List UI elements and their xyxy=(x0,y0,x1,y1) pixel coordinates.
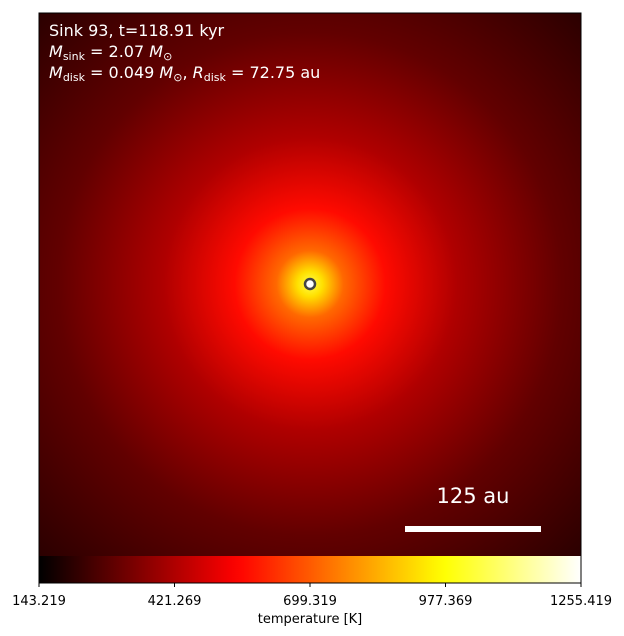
annotation-part: = 72.75 au xyxy=(226,63,320,82)
annotation-part: = 2.07 xyxy=(85,42,149,61)
annotation-part: M xyxy=(49,63,63,82)
annotation-part: ⊙ xyxy=(173,71,182,84)
scale-bar-label: 125 au xyxy=(437,484,510,508)
annotation-part: Sink 93, t=118.91 kyr xyxy=(49,21,225,40)
annotation-part: R xyxy=(193,63,204,82)
annotation-part: sink xyxy=(63,50,86,63)
annotation-part: ⊙ xyxy=(163,50,172,63)
tick-label: 421.269 xyxy=(148,594,202,609)
tick-label: 977.369 xyxy=(419,594,473,609)
colorbar-label: temperature [K] xyxy=(258,612,363,627)
annotation-part: M xyxy=(159,63,173,82)
annotation: Sink 93, t=118.91 kyr xyxy=(49,21,225,40)
annotation-part: M xyxy=(49,42,63,61)
annotation-part: disk xyxy=(63,71,86,84)
annotation: Mdisk = 0.049 M⊙, Rdisk = 72.75 au xyxy=(49,63,320,84)
tick-label: 699.319 xyxy=(283,594,337,609)
sink-marker xyxy=(303,277,317,291)
tick-label: 143.219 xyxy=(12,594,66,609)
colorbar xyxy=(39,556,581,583)
annotation-part: M xyxy=(149,42,163,61)
annotation-part: , xyxy=(182,63,192,82)
annotation-part: = 0.049 xyxy=(85,63,159,82)
tick-label: 1255.419 xyxy=(550,594,612,609)
annotation-part: disk xyxy=(204,71,227,84)
annotation: Msink = 2.07 M⊙ xyxy=(49,42,172,63)
